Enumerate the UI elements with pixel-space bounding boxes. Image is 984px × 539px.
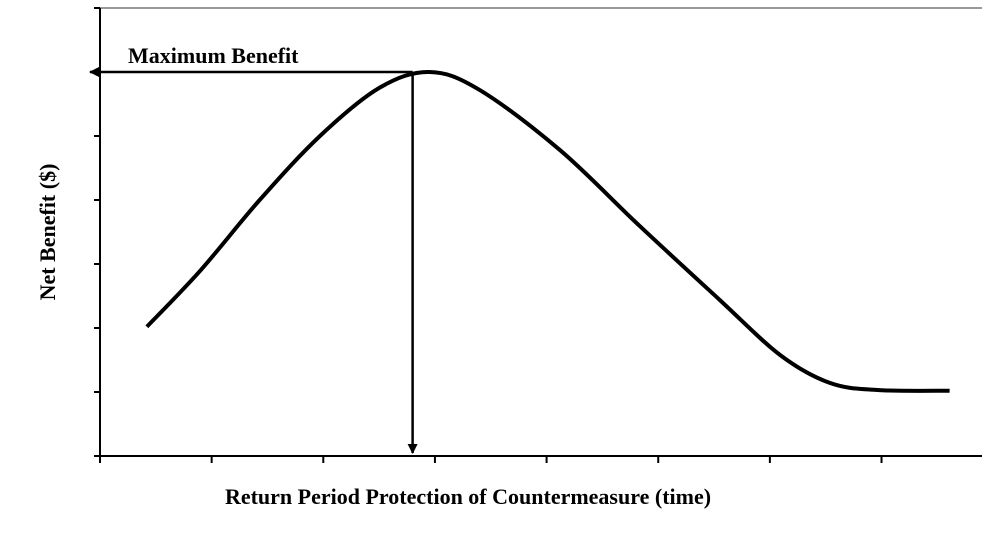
x-axis-label: Return Period Protection of Countermeasu… [225, 484, 711, 509]
line [145, 69, 950, 393]
annotation-label: Maximum Benefit [128, 43, 299, 68]
y-axis-label: Net Benefit ($) [35, 164, 60, 301]
